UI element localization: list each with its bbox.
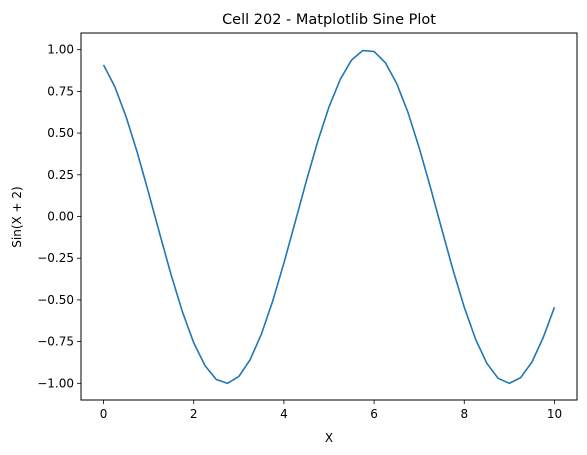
y-tick-label: 0.25: [47, 168, 74, 182]
y-axis-title: Sin(X + 2): [10, 186, 24, 247]
x-axis-title: X: [325, 431, 333, 445]
x-tick-label: 8: [460, 407, 468, 421]
y-tick-label: −0.25: [37, 251, 74, 265]
series-group: [102, 49, 556, 385]
y-axis: −1.00 −0.75 −0.50 −0.25 0.00 0.25 0.50 0.75 1.00: [37, 43, 81, 390]
chart-title: Cell 202 - Matplotlib Sine Plot: [222, 12, 436, 28]
x-tick-label: 0: [100, 407, 108, 421]
x-axis: 0 2 4 6 8 10: [100, 400, 562, 421]
x-tick-label: 2: [190, 407, 198, 421]
x-tick-label: 10: [547, 407, 562, 421]
plot-area-frame: [80, 32, 578, 401]
x-tick-label: 4: [280, 407, 288, 421]
y-tick-label: 1.00: [47, 43, 74, 57]
y-tick-label: −0.50: [37, 293, 74, 307]
y-tick-label: −1.00: [37, 376, 74, 390]
y-tick-label: 0.50: [47, 126, 74, 140]
y-tick-label: 0.75: [47, 84, 74, 98]
sine-series-line: [102, 49, 556, 385]
y-tick-label: −0.75: [37, 335, 74, 349]
x-tick-label: 6: [370, 407, 378, 421]
y-tick-label: 0.00: [47, 210, 74, 224]
